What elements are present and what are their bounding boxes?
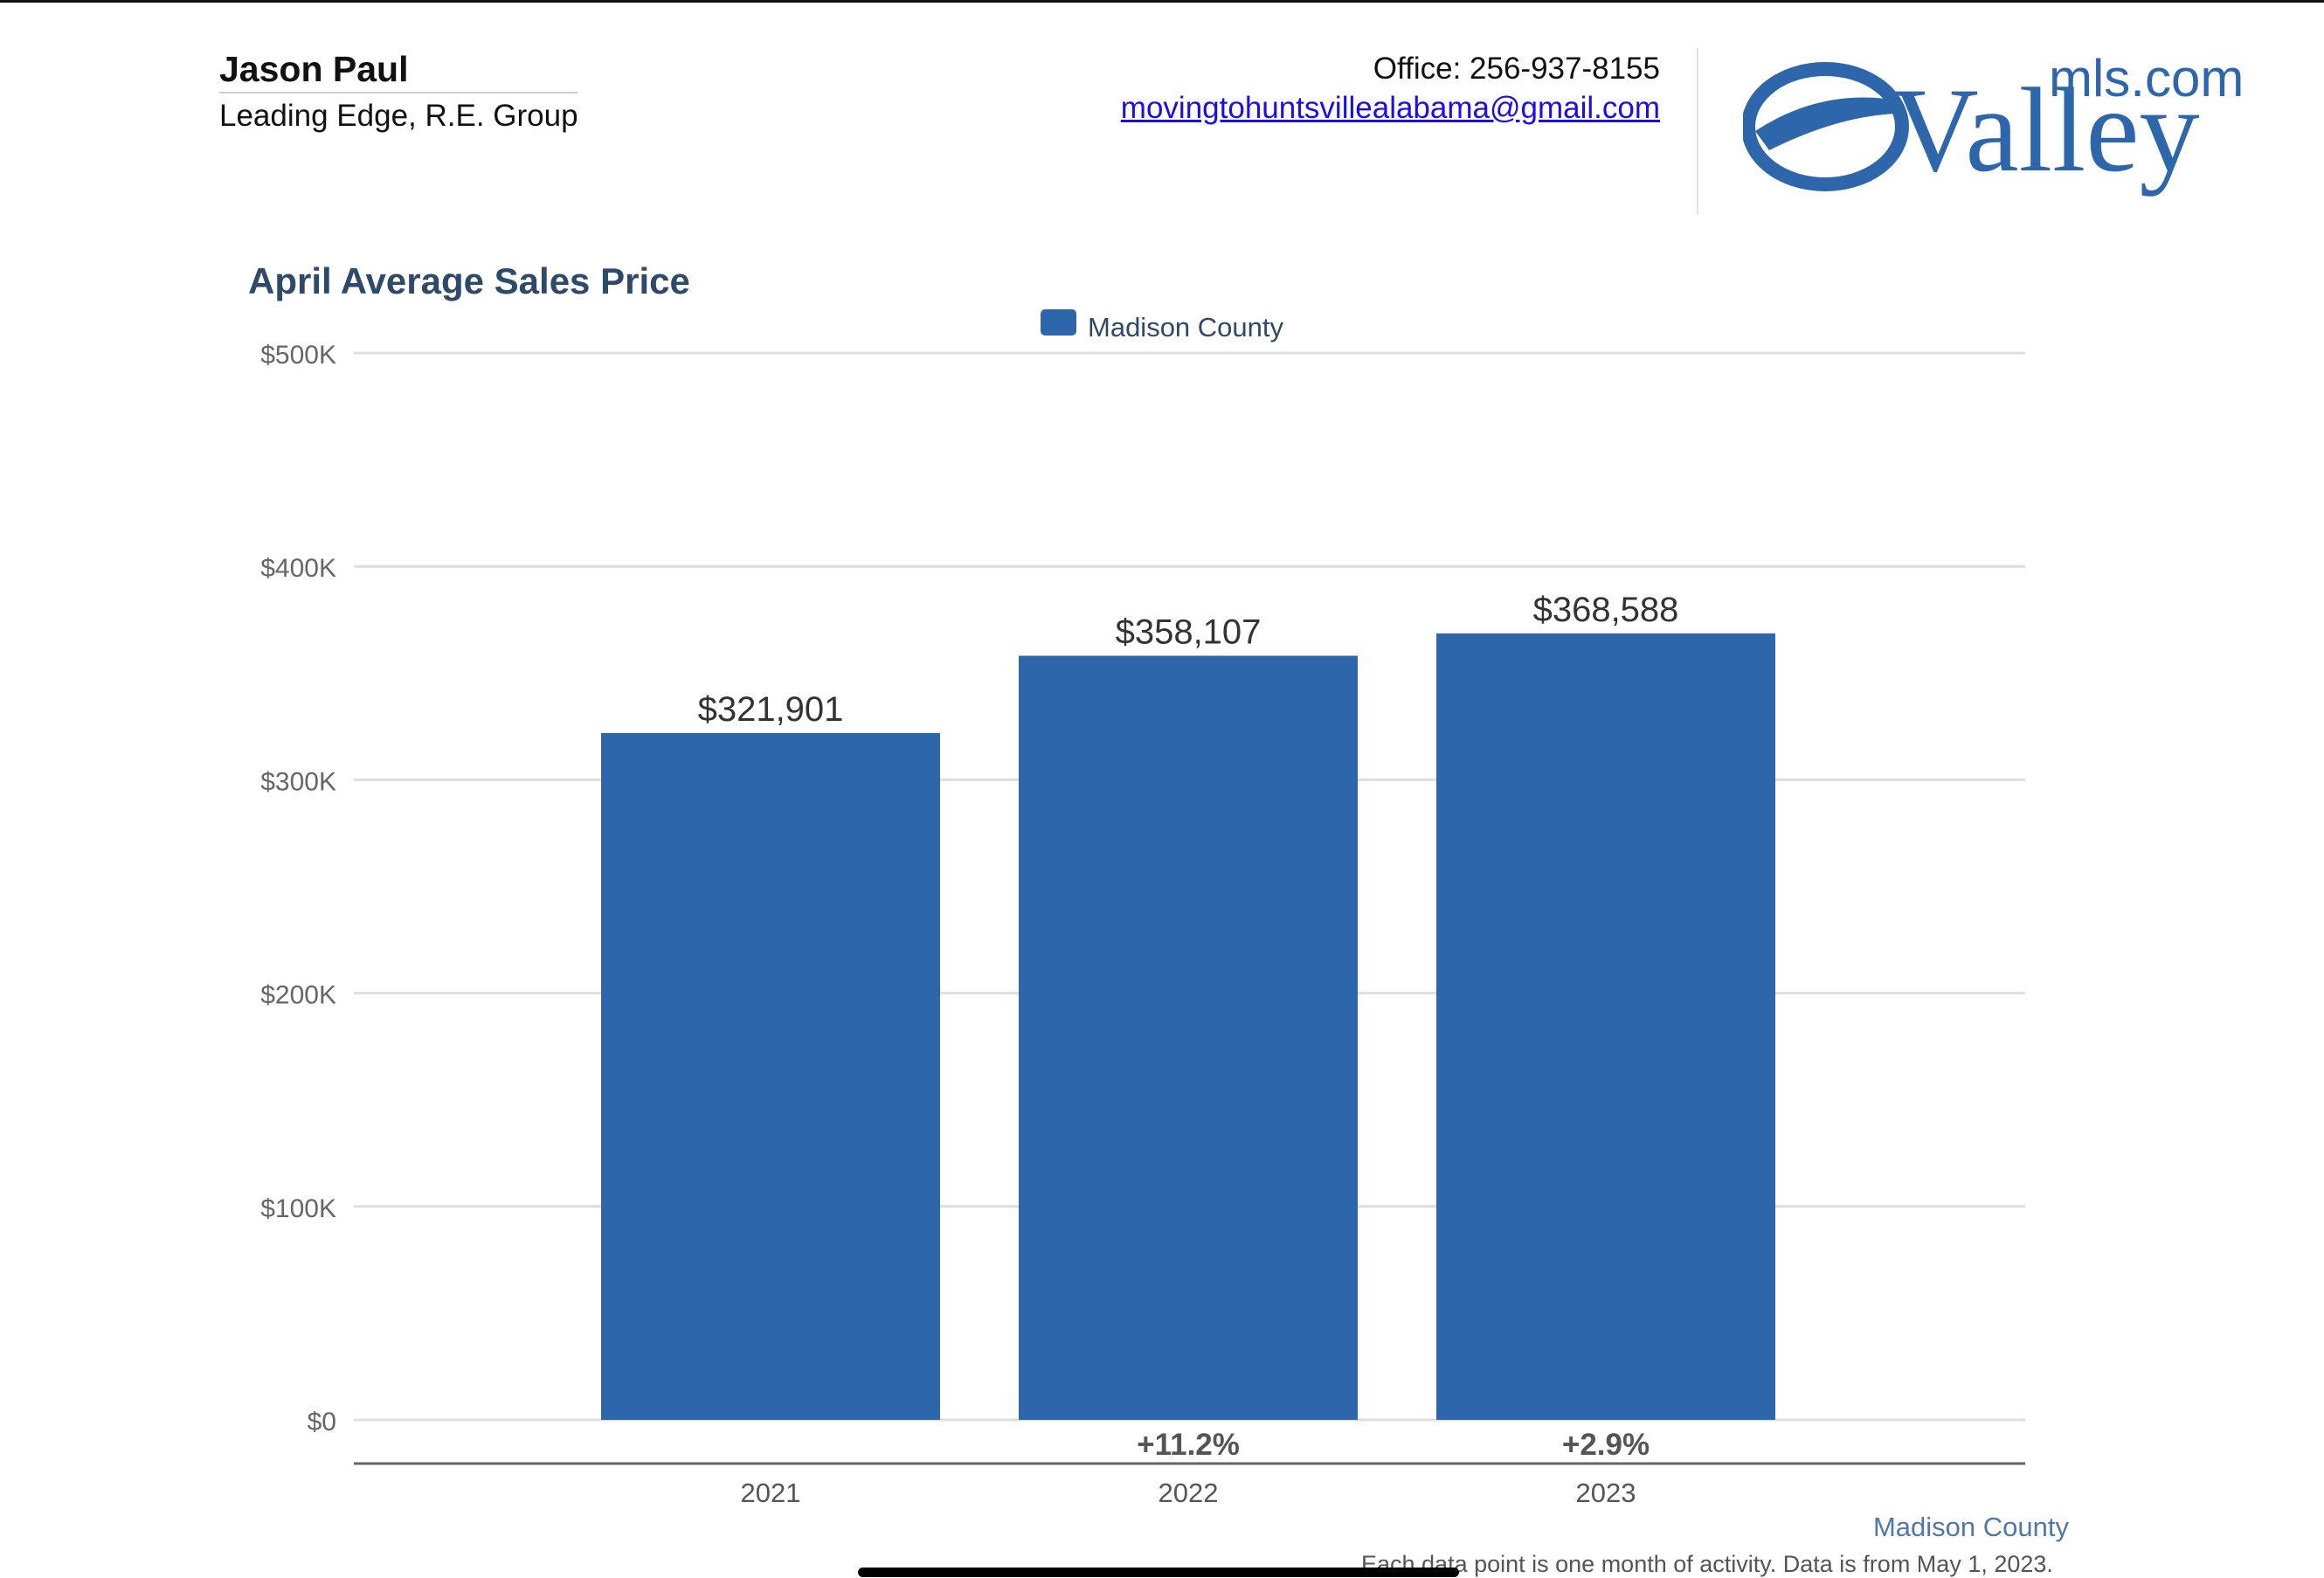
change-label: +2.9%: [1562, 1428, 1650, 1462]
y-tick-label: $500K: [260, 341, 336, 370]
valleymls-logo[interactable]: Valley mls.com: [1743, 52, 2250, 201]
bar-value-label: $358,107: [1116, 613, 1262, 652]
y-tick-label: $0: [308, 1408, 336, 1436]
bar: [601, 732, 940, 1420]
legend-label: Madison County: [1088, 312, 1284, 343]
logo-wordmark: Valley: [1892, 63, 2200, 197]
y-tick-label: $400K: [260, 554, 336, 583]
legend-swatch: [1041, 309, 1076, 336]
x-tick-label: 2023: [1576, 1478, 1636, 1508]
source-county: Madison County: [1872, 1512, 2069, 1542]
bar: [1436, 633, 1775, 1420]
agent-divider: [219, 92, 578, 93]
header-divider: [1697, 48, 1698, 214]
change-label: +11.2%: [1137, 1428, 1240, 1462]
chart-title: April Average Sales Price: [248, 260, 690, 301]
agent-name: Jason Paul: [219, 49, 409, 89]
office-phone: Office: 256-937-8155: [1373, 52, 1660, 86]
scroll-indicator[interactable]: [858, 1568, 1459, 1577]
x-tick-label: 2022: [1159, 1478, 1219, 1508]
bar-value-label: $368,588: [1533, 591, 1679, 629]
y-tick-label: $200K: [260, 981, 336, 1010]
bar: [1019, 655, 1358, 1420]
x-tick-label: 2021: [741, 1478, 801, 1508]
agent-company: Leading Edge, R.E. Group: [219, 99, 578, 133]
logo-suffix: mls.com: [2049, 52, 2244, 107]
top-border: [0, 0, 2324, 3]
bar-value-label: $321,901: [698, 690, 844, 729]
footnote: Each data point is one month of activity…: [1361, 1551, 2053, 1577]
y-tick-label: $100K: [260, 1194, 336, 1223]
y-tick-label: $300K: [260, 767, 336, 796]
logo-mark-icon: [1743, 62, 1909, 191]
email-link[interactable]: movingtohuntsvillealabama@gmail.com: [1120, 91, 1660, 125]
